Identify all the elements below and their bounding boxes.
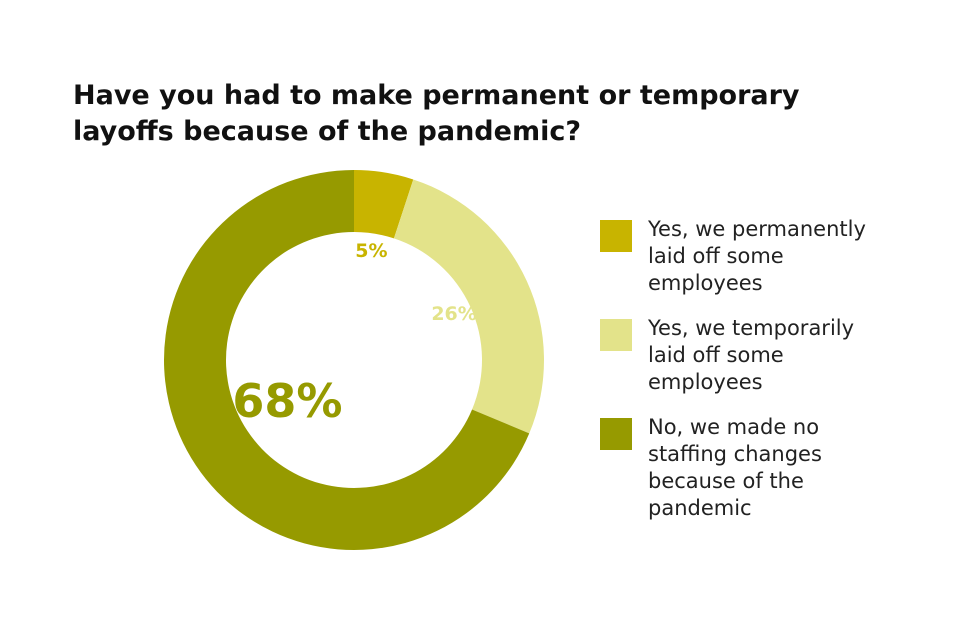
legend-label: No, we made no staffing changes because … (648, 415, 822, 520)
value-label: 5% (355, 240, 387, 262)
legend-label: Yes, we permanently laid off some employ… (648, 217, 866, 295)
legend-item: Yes, we temporarily laid off some employ… (600, 315, 900, 396)
legend-item: Yes, we permanently laid off some employ… (600, 216, 900, 297)
chart-title: Have you had to make permanent or tempor… (73, 80, 800, 147)
legend-swatch (600, 220, 632, 252)
legend-swatch (600, 319, 632, 351)
chart: 5% 26% 68% (164, 170, 545, 550)
donut-segment (393, 179, 545, 434)
legend-label: Yes, we temporarily laid off some employ… (648, 316, 855, 394)
value-label: 68% (232, 374, 342, 428)
legend: Yes, we permanently laid off some employ… (600, 216, 900, 540)
donut-segment (354, 170, 414, 239)
donut-segment (164, 170, 530, 550)
value-label: 26% (431, 303, 476, 325)
legend-item: No, we made no staffing changes because … (600, 414, 900, 522)
legend-swatch (600, 418, 632, 450)
